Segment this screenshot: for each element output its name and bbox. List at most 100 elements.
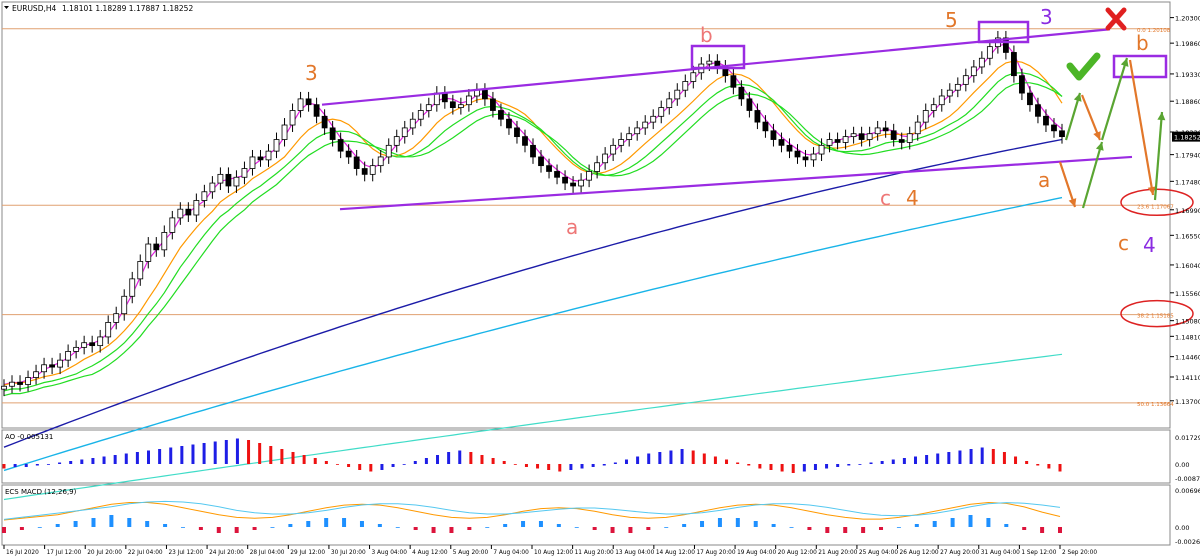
macd-bar (288, 524, 293, 527)
ao-bar (547, 464, 551, 470)
candle-body (217, 173, 224, 184)
macd-bar (825, 527, 830, 533)
fib-circle (1120, 188, 1194, 217)
ao-bar (1058, 464, 1062, 472)
candle-body (105, 322, 112, 338)
macd-axis-label: -0.002691 (1175, 538, 1200, 546)
ao-bar (613, 462, 617, 464)
macd-axis-label: 0.00 (1175, 524, 1189, 532)
price-axis-label: 1.15560 (1175, 290, 1200, 298)
macd-bar (145, 521, 150, 527)
orange-arrow (1128, 59, 1155, 196)
ao-bar (2, 464, 6, 469)
ma-green-line (3, 72, 1063, 392)
candle-body (329, 127, 336, 140)
green-arrow-head (1073, 93, 1082, 102)
price-axis: 1.20300 1.19860 1.19330 1.18860 1.18330 1.179… (1170, 15, 1200, 406)
candle-body (570, 182, 576, 187)
candle-body (57, 359, 64, 368)
candle-body (9, 381, 15, 387)
macd-bar (807, 527, 812, 530)
fib-levels: 0.0 1.20108 23.6 1.17067 38.2 1.15185 50.0 … (2, 28, 1174, 408)
ao-bar (169, 447, 173, 464)
macd-bar (55, 524, 60, 527)
macd-bar (1040, 527, 1045, 533)
price-axis-label: 1.17480 (1175, 178, 1200, 186)
candle-body (241, 168, 248, 178)
ao-bar (402, 464, 406, 465)
price-axis-label: 1.16550 (1175, 232, 1200, 240)
macd-bar (592, 527, 597, 530)
candle-body (1035, 104, 1041, 117)
candle-body (425, 104, 432, 111)
time-axis-label: 14 Aug 12:00 (656, 550, 695, 556)
green-arrow (1064, 92, 1082, 141)
macd-bar (216, 527, 221, 533)
ao-label: AO -0.005131 (5, 433, 53, 441)
candle-body (465, 95, 472, 106)
ao-bar (991, 449, 995, 464)
ao-bar (958, 450, 962, 464)
ao-bar (647, 453, 651, 464)
ao-bar (158, 449, 162, 464)
ao-bar (102, 456, 106, 464)
fib-circle (1120, 299, 1194, 328)
ao-axis-label: 0.017291 (1175, 434, 1200, 442)
time-axis-label: 29 Jul 12:00 (290, 550, 325, 556)
macd-bar (431, 527, 436, 533)
candle-body (842, 136, 849, 143)
candle-body (650, 115, 657, 123)
macd-bar (843, 527, 848, 533)
candle-body (145, 243, 152, 262)
candle-body (858, 133, 865, 140)
time-axis-label: 13 Aug 04:00 (615, 550, 654, 556)
time-axis-label: 30 Jul 20:00 (331, 550, 366, 556)
candle-body (970, 66, 977, 77)
collapse-arrow-icon[interactable] (4, 6, 9, 9)
candle-body (1, 385, 7, 390)
time-axis-label: 21 Aug 20:00 (818, 550, 857, 556)
macd-bar (503, 524, 508, 527)
current-price-marker (1172, 131, 1200, 142)
candle-body (265, 150, 272, 161)
candle-body (682, 81, 689, 91)
macd-bar (735, 518, 740, 527)
macd-bar (91, 518, 96, 527)
candle-body (153, 243, 160, 251)
ao-bar (913, 456, 917, 464)
candle-body (25, 377, 31, 385)
candle-body (818, 144, 825, 155)
ao-bar (791, 464, 795, 473)
wave-label: 4 (1143, 233, 1156, 257)
candle-body (1027, 92, 1033, 106)
ao-bar (458, 450, 462, 464)
candle-body (514, 127, 520, 138)
ao-bar (280, 449, 284, 464)
fib-level-label: 0.0 1.20108 (1137, 28, 1171, 34)
highlight-box (690, 44, 746, 70)
candle-body (417, 110, 424, 120)
macd-bar (395, 527, 400, 528)
ao-bar (369, 464, 373, 472)
candle-body (978, 57, 985, 68)
wave-label: a (566, 215, 578, 239)
fib-level-label: 50.0 1.13664 (1137, 402, 1174, 408)
candle-body (17, 381, 23, 385)
candle-body (385, 144, 392, 158)
fib-level-label: 38.2 1.15185 (1137, 314, 1174, 320)
candle-body (41, 364, 47, 373)
macd-bar (270, 527, 275, 528)
ao-bar (258, 443, 262, 464)
green-arrow (1081, 141, 1104, 209)
candle-body (193, 200, 200, 216)
candle-body (297, 98, 304, 111)
ao-bar (980, 447, 984, 464)
candle-body (554, 171, 560, 178)
ao-axis-label: 0.00 (1175, 461, 1189, 469)
candle-body (185, 208, 192, 216)
time-axis-label: 26 Aug 12:00 (900, 550, 939, 556)
ao-bar (669, 450, 673, 464)
macd-bar (914, 524, 919, 527)
